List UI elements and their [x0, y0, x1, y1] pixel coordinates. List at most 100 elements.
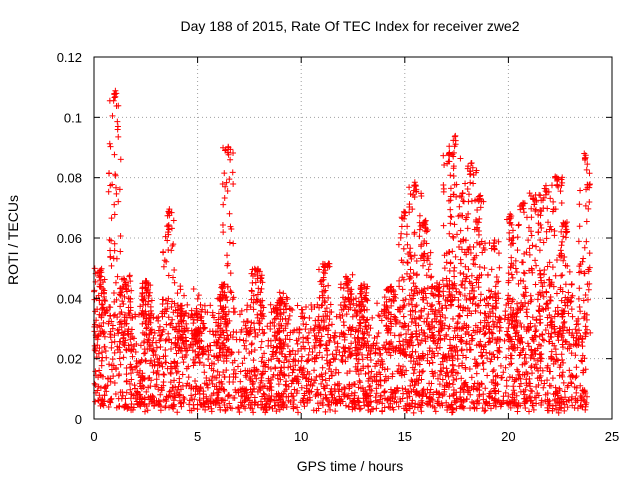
data-point: [434, 340, 441, 347]
data-point: [302, 375, 309, 382]
data-point: [117, 349, 124, 356]
data-point: [304, 357, 311, 364]
data-point: [94, 324, 101, 331]
data-point: [178, 386, 185, 393]
data-point: [406, 393, 413, 400]
data-point: [418, 368, 425, 375]
data-point: [532, 361, 539, 368]
data-point: [439, 376, 446, 383]
data-point: [171, 377, 178, 384]
data-point: [165, 314, 172, 321]
data-point: [142, 357, 149, 364]
data-point: [360, 334, 367, 341]
data-point: [526, 408, 533, 415]
data-point: [558, 297, 565, 304]
data-point: [265, 337, 272, 344]
data-point: [365, 369, 372, 376]
data-point: [162, 233, 169, 240]
data-point: [360, 363, 367, 370]
data-point: [528, 346, 535, 353]
data-point: [208, 360, 215, 367]
data-point: [132, 349, 139, 356]
data-point: [194, 295, 201, 302]
data-point: [435, 375, 442, 382]
data-point: [117, 232, 124, 239]
data-point: [538, 377, 545, 384]
data-point: [468, 374, 475, 381]
data-point: [190, 405, 197, 412]
data-point: [410, 358, 417, 365]
data-point: [220, 397, 227, 404]
data-point: [460, 380, 467, 387]
data-point: [295, 409, 302, 416]
data-point: [107, 143, 114, 150]
data-point: [236, 311, 243, 318]
data-point: [357, 379, 364, 386]
data-point: [352, 401, 359, 408]
data-points: [91, 87, 594, 416]
data-point: [267, 326, 274, 333]
data-point: [342, 385, 349, 392]
data-point: [442, 302, 449, 309]
data-point: [485, 287, 492, 294]
data-point: [418, 337, 425, 344]
data-point: [116, 344, 123, 351]
data-point: [373, 405, 380, 412]
data-point: [352, 328, 359, 335]
data-point: [194, 401, 201, 408]
data-point: [248, 341, 255, 348]
data-point: [502, 364, 509, 371]
data-point: [186, 407, 193, 414]
data-point: [108, 215, 115, 222]
data-point: [95, 374, 102, 381]
data-point: [190, 341, 197, 348]
data-point: [127, 330, 134, 337]
data-point: [131, 382, 138, 389]
data-point: [107, 334, 114, 341]
data-point: [256, 383, 263, 390]
data-point: [408, 353, 415, 360]
data-point: [198, 338, 205, 345]
data-point: [580, 388, 587, 395]
data-point: [160, 371, 167, 378]
data-point: [527, 387, 534, 394]
data-point: [373, 360, 380, 367]
data-point: [491, 388, 498, 395]
data-point: [424, 333, 431, 340]
data-point: [223, 355, 230, 362]
data-point: [142, 308, 149, 315]
data-point: [470, 383, 477, 390]
data-point: [279, 371, 286, 378]
data-point: [449, 367, 456, 374]
data-point: [533, 383, 540, 390]
data-point: [308, 301, 315, 308]
data-point: [201, 302, 208, 309]
data-point: [237, 368, 244, 375]
data-point: [165, 272, 172, 279]
data-point: [196, 359, 203, 366]
data-point: [292, 351, 299, 358]
data-point: [362, 370, 369, 377]
data-point: [175, 336, 182, 343]
data-point: [287, 305, 294, 312]
data-point: [511, 341, 518, 348]
data-point: [269, 351, 276, 358]
data-point: [514, 300, 521, 307]
data-point: [549, 402, 556, 409]
data-point: [303, 304, 310, 311]
data-point: [120, 275, 127, 282]
data-point: [568, 379, 575, 386]
data-point: [147, 282, 154, 289]
data-point: [311, 367, 318, 374]
data-point: [107, 378, 114, 385]
data-point: [159, 363, 166, 370]
data-point: [174, 360, 181, 367]
data-point: [544, 364, 551, 371]
data-point: [109, 356, 116, 363]
data-point: [120, 301, 127, 308]
data-point: [287, 363, 294, 370]
data-point: [412, 348, 419, 355]
data-point: [338, 386, 345, 393]
data-point: [353, 368, 360, 375]
data-point: [480, 366, 487, 373]
